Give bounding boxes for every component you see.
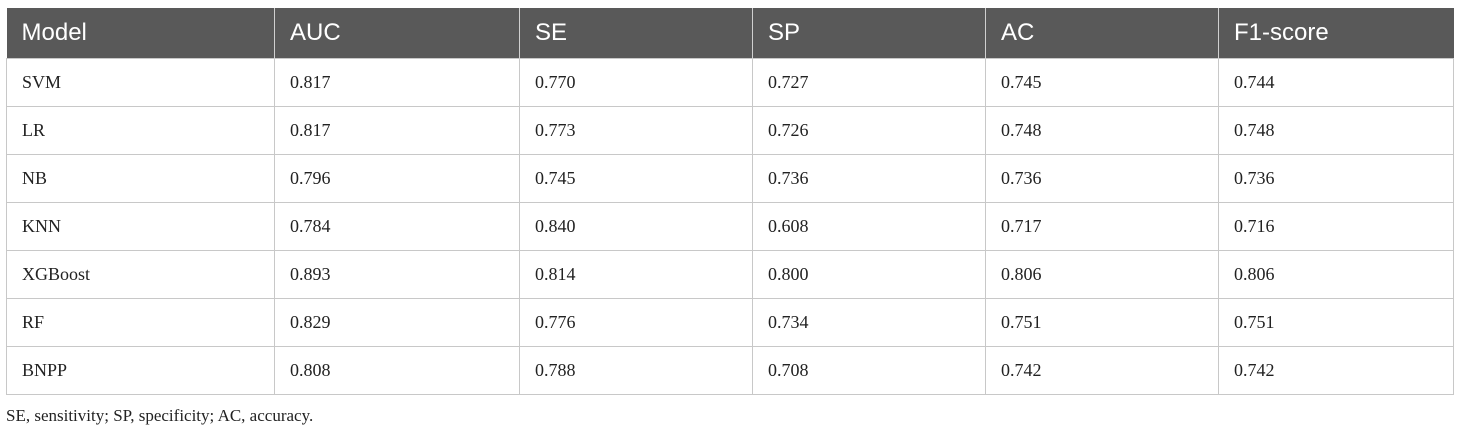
cell-f1: 0.806 xyxy=(1218,250,1454,299)
cell-ac: 0.806 xyxy=(985,250,1219,299)
table-row: KNN 0.784 0.840 0.608 0.717 0.716 xyxy=(6,202,1454,251)
table-row: RF 0.829 0.776 0.734 0.751 0.751 xyxy=(6,298,1454,347)
cell-model: LR xyxy=(6,106,275,155)
column-header-model: Model xyxy=(6,8,275,59)
table-row: LR 0.817 0.773 0.726 0.748 0.748 xyxy=(6,106,1454,155)
cell-f1: 0.736 xyxy=(1218,154,1454,203)
table-header: Model AUC SE SP AC F1-score xyxy=(6,8,1454,59)
model-metrics-table: Model AUC SE SP AC F1-score SVM 0.817 0.… xyxy=(6,8,1454,395)
cell-se: 0.770 xyxy=(519,58,753,107)
cell-sp: 0.736 xyxy=(752,154,986,203)
cell-ac: 0.748 xyxy=(985,106,1219,155)
cell-auc: 0.808 xyxy=(274,346,520,395)
cell-model: XGBoost xyxy=(6,250,275,299)
cell-auc: 0.784 xyxy=(274,202,520,251)
cell-f1: 0.744 xyxy=(1218,58,1454,107)
table-body: SVM 0.817 0.770 0.727 0.745 0.744 LR 0.8… xyxy=(6,58,1454,395)
cell-auc: 0.817 xyxy=(274,58,520,107)
table-row: XGBoost 0.893 0.814 0.800 0.806 0.806 xyxy=(6,250,1454,299)
cell-auc: 0.893 xyxy=(274,250,520,299)
cell-sp: 0.608 xyxy=(752,202,986,251)
cell-se: 0.776 xyxy=(519,298,753,347)
cell-model: BNPP xyxy=(6,346,275,395)
cell-sp: 0.800 xyxy=(752,250,986,299)
cell-f1: 0.751 xyxy=(1218,298,1454,347)
column-header-f1: F1-score xyxy=(1218,8,1454,59)
cell-model: KNN xyxy=(6,202,275,251)
cell-model: NB xyxy=(6,154,275,203)
table-row: BNPP 0.808 0.788 0.708 0.742 0.742 xyxy=(6,346,1454,395)
cell-model: RF xyxy=(6,298,275,347)
cell-auc: 0.817 xyxy=(274,106,520,155)
column-header-ac: AC xyxy=(985,8,1219,59)
cell-ac: 0.736 xyxy=(985,154,1219,203)
cell-se: 0.840 xyxy=(519,202,753,251)
cell-sp: 0.726 xyxy=(752,106,986,155)
table-row: NB 0.796 0.745 0.736 0.736 0.736 xyxy=(6,154,1454,203)
cell-f1: 0.716 xyxy=(1218,202,1454,251)
cell-se: 0.773 xyxy=(519,106,753,155)
cell-ac: 0.717 xyxy=(985,202,1219,251)
cell-sp: 0.727 xyxy=(752,58,986,107)
cell-f1: 0.748 xyxy=(1218,106,1454,155)
cell-f1: 0.742 xyxy=(1218,346,1454,395)
cell-auc: 0.829 xyxy=(274,298,520,347)
table-row: SVM 0.817 0.770 0.727 0.745 0.744 xyxy=(6,58,1454,107)
table-footnote: SE, sensitivity; SP, specificity; AC, ac… xyxy=(6,406,314,425)
header-row: Model AUC SE SP AC F1-score xyxy=(6,8,1454,59)
cell-se: 0.814 xyxy=(519,250,753,299)
cell-model: SVM xyxy=(6,58,275,107)
cell-auc: 0.796 xyxy=(274,154,520,203)
column-header-se: SE xyxy=(519,8,753,59)
cell-se: 0.745 xyxy=(519,154,753,203)
column-header-auc: AUC xyxy=(274,8,520,59)
cell-ac: 0.751 xyxy=(985,298,1219,347)
column-header-sp: SP xyxy=(752,8,986,59)
cell-ac: 0.742 xyxy=(985,346,1219,395)
cell-se: 0.788 xyxy=(519,346,753,395)
cell-sp: 0.734 xyxy=(752,298,986,347)
cell-sp: 0.708 xyxy=(752,346,986,395)
results-table-container: Model AUC SE SP AC F1-score SVM 0.817 0.… xyxy=(6,8,1454,395)
cell-ac: 0.745 xyxy=(985,58,1219,107)
